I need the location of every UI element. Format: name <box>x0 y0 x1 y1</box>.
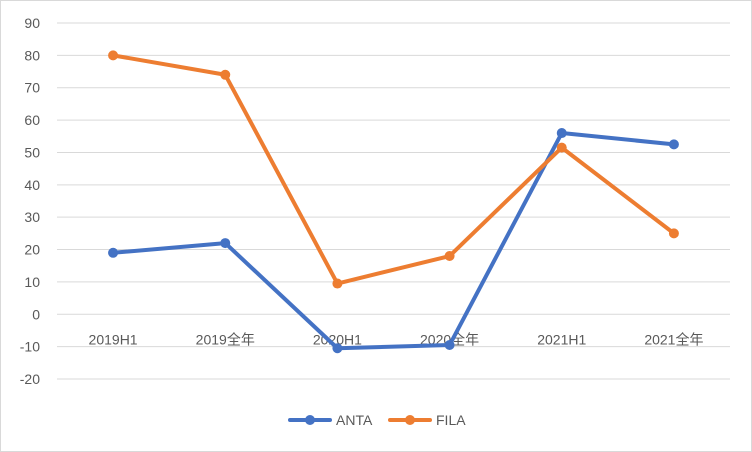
y-tick-label: 70 <box>24 80 40 96</box>
y-tick-label: 80 <box>24 47 40 63</box>
y-tick-label: 10 <box>24 274 40 290</box>
y-tick-label: 0 <box>32 306 40 322</box>
gridlines <box>57 22 730 380</box>
y-tick-label: 30 <box>24 209 40 225</box>
x-tick-label: 2019H1 <box>89 331 138 347</box>
y-tick-label: 90 <box>24 15 40 31</box>
series-fila-point <box>444 251 455 262</box>
series-anta-point <box>108 247 119 258</box>
series-anta-point <box>556 128 567 139</box>
x-tick-label: 2019全年 <box>196 331 255 347</box>
x-tick-label: 2021H1 <box>537 331 586 347</box>
legend-fila-label: FILA <box>436 412 466 428</box>
series-fila-point <box>556 142 567 153</box>
series-fila-point <box>108 50 119 61</box>
legend-fila-marker <box>405 415 415 425</box>
y-tick-label: -20 <box>20 371 40 387</box>
x-tick-label: 2021全年 <box>644 331 703 347</box>
series-fila-line <box>111 53 676 286</box>
x-tick-label: 2020全年 <box>420 331 479 347</box>
series-anta-line <box>111 131 676 351</box>
y-tick-label: -10 <box>20 339 40 355</box>
legend-anta-marker <box>305 415 315 425</box>
series-anta-point <box>668 139 679 150</box>
series-fila-point <box>220 69 231 80</box>
legend-anta-label: ANTA <box>336 412 373 428</box>
series-anta-point <box>220 238 231 249</box>
legend: ANTA FILA <box>288 412 466 428</box>
series-fila-point <box>668 228 679 239</box>
series-fila-point <box>332 278 343 289</box>
series-anta-point <box>444 340 455 351</box>
y-axis: 90 80 70 60 50 40 30 20 10 0 -10 -20 <box>20 15 40 387</box>
series <box>108 50 679 354</box>
y-tick-label: 50 <box>24 144 40 160</box>
y-tick-label: 40 <box>24 177 40 193</box>
y-tick-label: 20 <box>24 242 40 258</box>
y-tick-label: 60 <box>24 112 40 128</box>
series-anta-point <box>332 343 343 354</box>
